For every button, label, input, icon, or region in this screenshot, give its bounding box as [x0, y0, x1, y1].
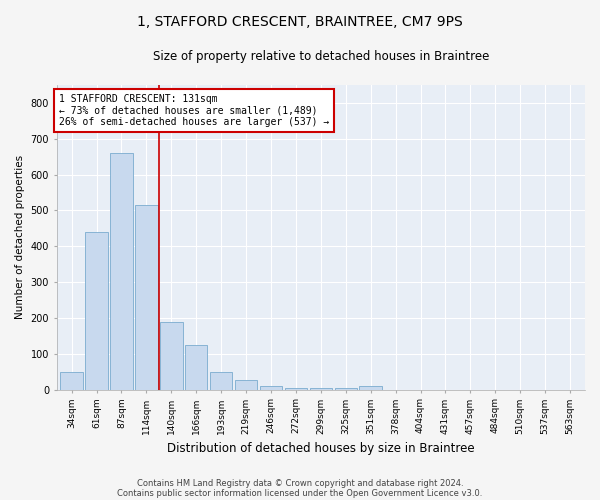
Bar [210, 372, 232, 390]
Bar [135, 205, 158, 390]
Text: 1, STAFFORD CRESCENT, BRAINTREE, CM7 9PS: 1, STAFFORD CRESCENT, BRAINTREE, CM7 9PS [137, 15, 463, 29]
Text: Contains public sector information licensed under the Open Government Licence v3: Contains public sector information licen… [118, 488, 482, 498]
Title: Size of property relative to detached houses in Braintree: Size of property relative to detached ho… [152, 50, 489, 63]
Bar [310, 388, 332, 390]
Bar [61, 372, 83, 390]
Bar [85, 232, 108, 390]
Y-axis label: Number of detached properties: Number of detached properties [15, 156, 25, 320]
X-axis label: Distribution of detached houses by size in Braintree: Distribution of detached houses by size … [167, 442, 475, 455]
Bar [260, 386, 282, 390]
Bar [110, 153, 133, 390]
Text: Contains HM Land Registry data © Crown copyright and database right 2024.: Contains HM Land Registry data © Crown c… [137, 478, 463, 488]
Bar [359, 386, 382, 390]
Text: 1 STAFFORD CRESCENT: 131sqm
← 73% of detached houses are smaller (1,489)
26% of : 1 STAFFORD CRESCENT: 131sqm ← 73% of det… [59, 94, 329, 128]
Bar [185, 345, 208, 390]
Bar [335, 388, 357, 390]
Bar [160, 322, 182, 390]
Bar [235, 380, 257, 390]
Bar [285, 388, 307, 390]
